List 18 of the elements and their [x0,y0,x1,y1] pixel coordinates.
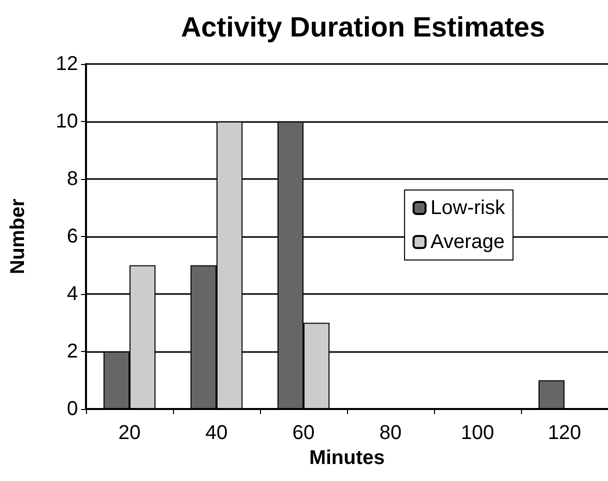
x-tick-label: 40 [205,422,228,444]
y-axis-title: Number [7,198,29,274]
y-tick-label: 2 [66,340,78,362]
x-tick-label: 100 [460,422,494,444]
x-tick-label: 120 [548,422,582,444]
x-tick-label: 80 [379,422,402,444]
x-tick-label: 20 [118,422,141,444]
y-tick-label: 8 [66,168,78,190]
y-tick-label: 0 [66,398,78,420]
x-axis-title: Minutes [309,446,385,469]
y-tick-label: 12 [56,53,78,75]
legend-label: Low-risk [430,197,506,219]
x-tick-label: 60 [292,422,315,444]
legend-label: Average [430,231,505,253]
y-tick-label: 10 [56,110,78,132]
chart-title: Activity Duration Estimates [180,12,546,42]
y-tick-label: 4 [66,283,78,305]
y-tick-label: 6 [66,226,78,248]
